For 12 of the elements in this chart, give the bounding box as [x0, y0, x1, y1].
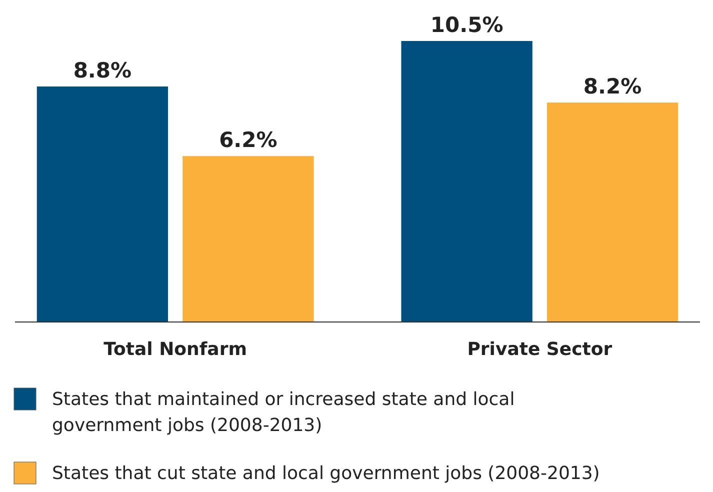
- bar: [36, 86, 168, 322]
- data-label: 6.2%: [219, 128, 278, 152]
- bar: [401, 41, 532, 322]
- data-label: 8.2%: [583, 74, 642, 99]
- data-label: 10.5%: [430, 13, 504, 37]
- bar: [182, 156, 314, 322]
- legend-label: States that cut state and local government jobs (2008-2013): [52, 463, 600, 484]
- x-tick-label: Private Sector: [467, 339, 612, 360]
- legend-label: States that maintained or increased state and local government jobs (2008-2013): [52, 389, 515, 436]
- x-tick-label: Total Nonfarm: [104, 339, 247, 360]
- bar: [546, 102, 678, 322]
- data-label: 8.8%: [73, 58, 132, 82]
